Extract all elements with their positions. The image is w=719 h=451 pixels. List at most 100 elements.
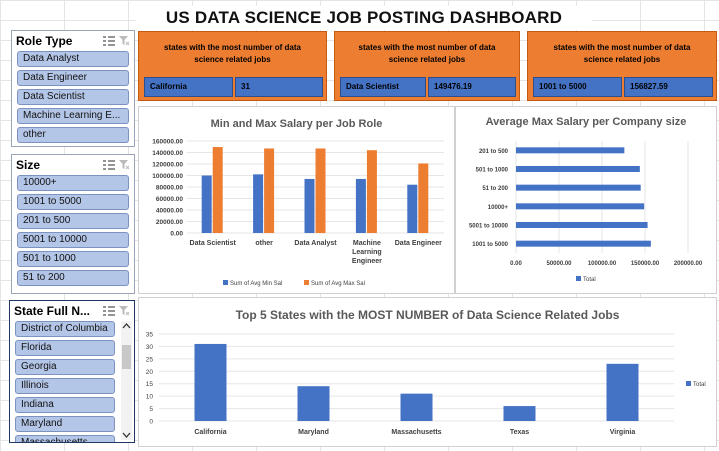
top-states-chart: 0 5 10 15 20 25 30 35 California Maryland Massachu… xyxy=(146,332,706,437)
multi-select-icon[interactable] xyxy=(103,36,115,46)
y-tick-label: 100000.00 xyxy=(152,173,183,180)
company-size-chart: 0.00 50000.00 100000.00 150000.00 200000.00 2… xyxy=(469,141,703,283)
size-slicer-title: Size xyxy=(16,158,41,172)
y-tick-label: 35 xyxy=(146,332,154,339)
y-tick-label: 40000.00 xyxy=(156,208,183,215)
slicer-item[interactable]: Data Analyst xyxy=(17,51,129,67)
state-slicer[interactable]: State Full N... District of Columbia Flo… xyxy=(9,300,135,443)
role-type-slicer[interactable]: Role Type Data Analyst Data Engineer Dat… xyxy=(11,30,135,147)
x-tick-label: Learning xyxy=(352,249,382,256)
x-tick-label: 100000.00 xyxy=(588,261,617,267)
card-label: California xyxy=(144,77,233,97)
slicer-item[interactable]: Data Scientist xyxy=(17,89,129,105)
y-tick-label: 5 xyxy=(149,406,153,413)
x-tick-label: Maryland xyxy=(298,429,329,436)
slicer-item[interactable]: Maryland xyxy=(15,416,115,432)
y-tick-label: 20000.00 xyxy=(156,219,183,226)
slicer-item[interactable]: Massachusetts xyxy=(15,435,115,442)
state-bar xyxy=(194,343,227,421)
company-size-chart-panel[interactable]: Average Max Salary per Company size 0.00… xyxy=(455,106,717,294)
max-salary-bar xyxy=(315,148,326,233)
clear-filter-icon[interactable] xyxy=(119,306,130,316)
x-tick-label: Data Scientist xyxy=(190,240,237,247)
y-tick-label: 51 to 200 xyxy=(482,186,508,192)
x-tick-label: Virginia xyxy=(610,429,636,436)
card-label: 1001 to 5000 xyxy=(533,77,622,97)
max-salary-bar xyxy=(264,148,275,233)
state-bar xyxy=(400,393,433,421)
legend-label: Total xyxy=(693,382,706,388)
kpi-card-top-size: states with the most number of data scie… xyxy=(527,31,717,101)
y-tick-label: 201 to 500 xyxy=(479,149,509,155)
min-salary-bar xyxy=(201,175,212,233)
card-value: 31 xyxy=(235,77,323,97)
x-tick-label: Engineer xyxy=(352,258,382,265)
clear-filter-icon[interactable] xyxy=(119,36,130,46)
x-tick-label: 200000.00 xyxy=(674,261,703,267)
kpi-card-top-state: states with the most number of data scie… xyxy=(138,31,327,101)
dashboard-title: US DATA SCIENCE JOB POSTING DASHBOARD xyxy=(136,6,592,30)
slicer-item[interactable]: Data Engineer xyxy=(17,70,129,86)
x-tick-label: Machine xyxy=(353,240,381,247)
min-salary-bar xyxy=(355,178,366,233)
size-slicer[interactable]: Size 10000+ 1001 to 5000 201 to 500 5001… xyxy=(11,154,135,294)
x-tick-label: 150000.00 xyxy=(631,261,660,267)
scroll-up-icon[interactable] xyxy=(121,321,132,331)
y-tick-label: 10000+ xyxy=(488,205,509,211)
slicer-item[interactable]: 51 to 200 xyxy=(17,270,129,286)
slicer-item[interactable]: 1001 to 5000 xyxy=(17,194,129,210)
slicer-item[interactable]: Indiana xyxy=(15,397,115,413)
slicer-item[interactable]: District of Columbia xyxy=(15,321,115,337)
chart-title: Min and Max Salary per Job Role xyxy=(210,118,383,130)
multi-select-icon[interactable] xyxy=(103,160,115,170)
company-size-bar xyxy=(516,222,648,228)
slicer-item[interactable]: other xyxy=(17,127,129,143)
min-max-salary-chart-panel[interactable]: Min and Max Salary per Job Role 0.00 2000… xyxy=(138,106,455,294)
scrollbar-thumb[interactable] xyxy=(122,345,131,369)
company-size-bar xyxy=(516,166,640,172)
x-tick-label: Massachusetts xyxy=(391,429,441,436)
slicer-scrollbar[interactable] xyxy=(121,321,132,440)
top-states-chart-panel[interactable]: Top 5 States with the MOST NUMBER of Dat… xyxy=(138,297,717,447)
legend-swatch xyxy=(686,381,691,386)
y-tick-label: 120000.00 xyxy=(152,162,183,169)
slicer-item[interactable]: Florida xyxy=(15,340,115,356)
x-tick-label: California xyxy=(194,429,226,436)
card-title: states with the most number of data scie… xyxy=(553,43,691,64)
y-tick-label: 160000.00 xyxy=(152,139,183,146)
card-title: states with the most number of data scie… xyxy=(164,43,301,64)
legend-swatch xyxy=(304,280,309,285)
min-max-salary-chart: 0.00 20000.00 40000.00 60000.00 80000.00 1000… xyxy=(152,139,444,287)
company-size-bar xyxy=(516,147,625,154)
chart-title: Top 5 States with the MOST NUMBER of Dat… xyxy=(235,308,620,322)
y-tick-label: 20 xyxy=(146,369,154,376)
clear-filter-icon[interactable] xyxy=(119,160,130,170)
y-tick-label: 25 xyxy=(146,356,154,363)
legend-swatch xyxy=(223,280,228,285)
slicer-item[interactable]: Georgia xyxy=(15,359,115,375)
role-slicer-title: Role Type xyxy=(16,34,73,48)
x-tick-label: Data Analyst xyxy=(294,240,337,247)
y-tick-label: 80000.00 xyxy=(156,185,183,192)
slicer-item[interactable]: 501 to 1000 xyxy=(17,251,129,267)
scroll-down-icon[interactable] xyxy=(121,430,132,440)
legend-label: Sum of Avg Max Sal xyxy=(311,281,365,287)
company-size-bar xyxy=(516,184,641,191)
slicer-item[interactable]: Illinois xyxy=(15,378,115,394)
card-value: 156827.59 xyxy=(624,77,713,97)
slicer-item[interactable]: Machine Learning E... xyxy=(17,108,129,124)
y-tick-label: 0 xyxy=(149,419,153,426)
max-salary-bar xyxy=(212,147,223,233)
slicer-item[interactable]: 10000+ xyxy=(17,175,129,191)
chart-title: Average Max Salary per Company size xyxy=(485,116,687,128)
y-tick-label: 1001 to 5000 xyxy=(472,242,508,248)
state-bar xyxy=(297,386,330,421)
y-tick-label: 0.00 xyxy=(170,231,183,238)
legend-swatch xyxy=(576,276,581,281)
multi-select-icon[interactable] xyxy=(103,306,115,316)
slicer-item[interactable]: 201 to 500 xyxy=(17,213,129,229)
y-tick-label: 15 xyxy=(146,381,154,388)
x-tick-label: Texas xyxy=(510,429,529,436)
slicer-item[interactable]: 5001 to 10000 xyxy=(17,232,129,248)
y-tick-label: 30 xyxy=(146,344,154,351)
